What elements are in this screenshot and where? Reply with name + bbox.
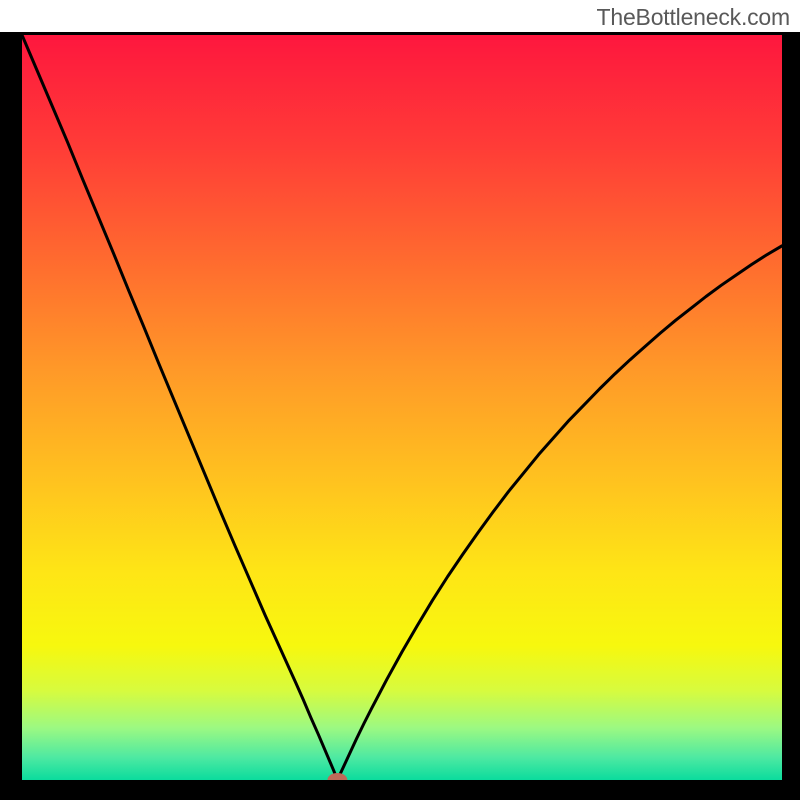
frame-left — [0, 35, 22, 780]
plot-background — [22, 35, 782, 780]
bottleneck-chart — [0, 0, 800, 800]
frame-right — [782, 35, 800, 780]
chart-container: { "meta": { "watermark": "TheBottleneck.… — [0, 0, 800, 800]
frame-bottom — [0, 780, 800, 800]
frame-top — [0, 32, 800, 35]
watermark-label: TheBottleneck.com — [597, 4, 790, 31]
